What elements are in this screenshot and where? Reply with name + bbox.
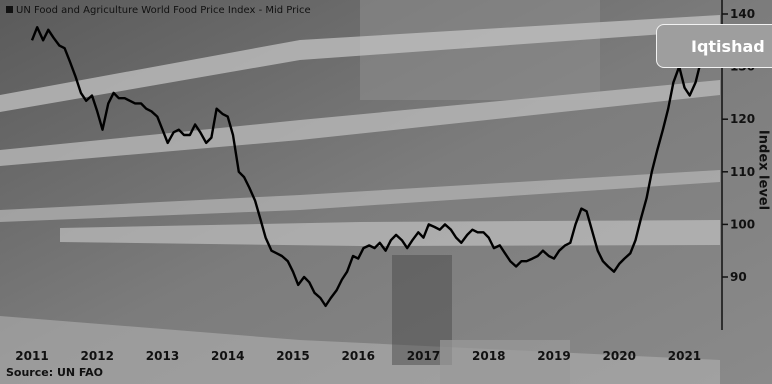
y-tick-label: 120	[730, 112, 755, 126]
chart-title: UN Food and Agriculture World Food Price…	[6, 5, 311, 16]
y-tick-label: 140	[730, 7, 755, 21]
x-tick-label: 2016	[342, 349, 375, 363]
x-ticks-group: 2011 2012 2013 2014 2015 2016 2017 2018 2019 2020…	[15, 349, 701, 363]
x-tick-label: 2017	[407, 349, 440, 363]
series-line	[30, 26, 707, 308]
y-axis-label: Index level	[755, 129, 771, 211]
y-tick-label: 100	[730, 217, 755, 231]
x-tick-label: 2015	[276, 349, 309, 363]
x-tick-label: 2019	[537, 349, 570, 363]
y-tick-label: 110	[730, 165, 755, 179]
x-tick-label: 2013	[146, 349, 179, 363]
x-tick-label: 2018	[472, 349, 505, 363]
brand-watermark-badge: Iqtishad	[656, 24, 772, 68]
y-tick-label: 90	[730, 270, 747, 284]
x-tick-label: 2021	[668, 349, 701, 363]
x-tick-label: 2011	[15, 349, 48, 363]
x-tick-label: 2012	[81, 349, 114, 363]
chart-title-text: UN Food and Agriculture World Food Price…	[16, 5, 311, 16]
x-tick-label: 2014	[211, 349, 244, 363]
x-tick-label: 2020	[603, 349, 636, 363]
chart-source: Source: UN FAO	[6, 366, 104, 379]
legend-square-icon	[6, 6, 13, 13]
